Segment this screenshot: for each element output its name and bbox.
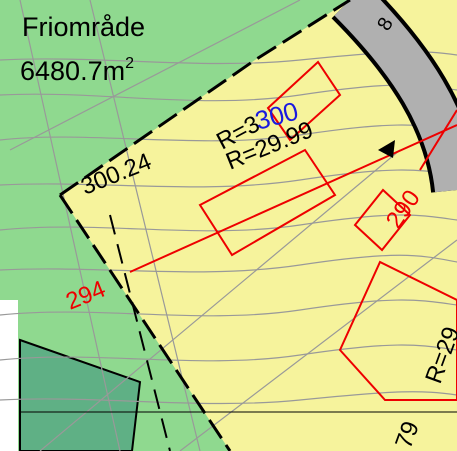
area-size-value: 6480.7m xyxy=(20,56,125,86)
area-size: 6480.7m2 xyxy=(20,55,134,86)
margin xyxy=(0,300,18,451)
area-name: Friområde xyxy=(22,12,145,42)
map: Friområde 6480.7m2 300.24 R=3 R=29.99 30… xyxy=(0,0,457,451)
area-size-sup: 2 xyxy=(125,55,134,72)
